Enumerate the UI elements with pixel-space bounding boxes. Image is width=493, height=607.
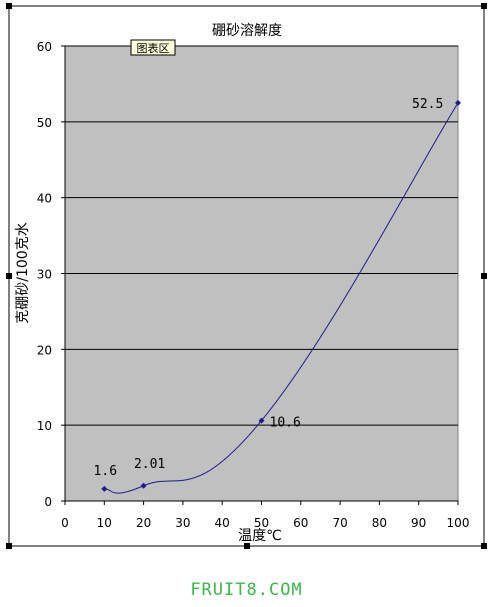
watermark: FRUIT8.COM [190,580,303,600]
handle-bottom-left[interactable] [6,543,12,549]
data-point-marker[interactable] [140,482,147,489]
data-label: 1.6 [94,464,117,479]
chart-title: 硼砂溶解度 [212,23,282,39]
x-tick-label: 50 [254,516,269,530]
y-tick-label: 30 [37,268,52,282]
handle-mid-left[interactable] [6,273,12,279]
y-axis-label: 克硼砂/100克水 [15,222,31,323]
data-label: 52.5 [412,97,443,112]
series-line[interactable] [104,102,459,494]
y-tick-label: 10 [37,419,52,433]
plot-area-tag-text: 图表区 [137,41,170,55]
x-tick-label: 40 [215,516,230,530]
y-tick-label: 50 [37,116,52,130]
data-point-marker[interactable] [258,417,265,424]
handle-bottom-mid[interactable] [244,543,250,549]
x-axis-label: 温度℃ [238,528,282,544]
x-tick-label: 90 [411,516,426,530]
data-point-marker[interactable] [455,99,461,106]
handle-top-left[interactable] [6,3,12,9]
x-tick-labels: 0 10 20 30 40 50 60 70 80 90 100 [61,501,469,530]
x-tick-label: 10 [97,516,112,530]
plot-area-tag: 图表区 [130,39,176,56]
data-markers[interactable] [101,99,461,492]
x-tick-label: 20 [136,516,151,530]
x-tick-label: 60 [293,516,308,530]
y-tick-label: 0 [44,495,52,509]
x-tick-label: 70 [332,516,347,530]
handle-bottom-right[interactable] [481,543,487,549]
handle-top-right[interactable] [481,3,487,9]
x-tick-label: 80 [372,516,387,530]
selection-handles[interactable] [6,3,487,549]
data-label: 2.01 [134,457,165,472]
y-tick-label: 40 [37,192,52,206]
handle-mid-right[interactable] [481,273,487,279]
data-point-marker[interactable] [101,485,108,492]
data-labels: 1.6 2.01 10.6 52.5 [94,97,444,479]
y-tick-label: 60 [37,40,52,54]
data-label: 10.6 [270,416,301,431]
x-tick-label: 30 [175,516,190,530]
x-tick-label: 0 [61,516,69,530]
y-tick-label: 20 [37,343,52,357]
y-tick-labels: 0 10 20 30 40 50 60 [37,40,65,509]
chart-frame: 硼砂溶解度 0 10 20 30 40 50 60 0 10 20 30 40 50 60 70 80 90 1… [6,3,487,549]
x-tick-label: 100 [447,516,470,530]
